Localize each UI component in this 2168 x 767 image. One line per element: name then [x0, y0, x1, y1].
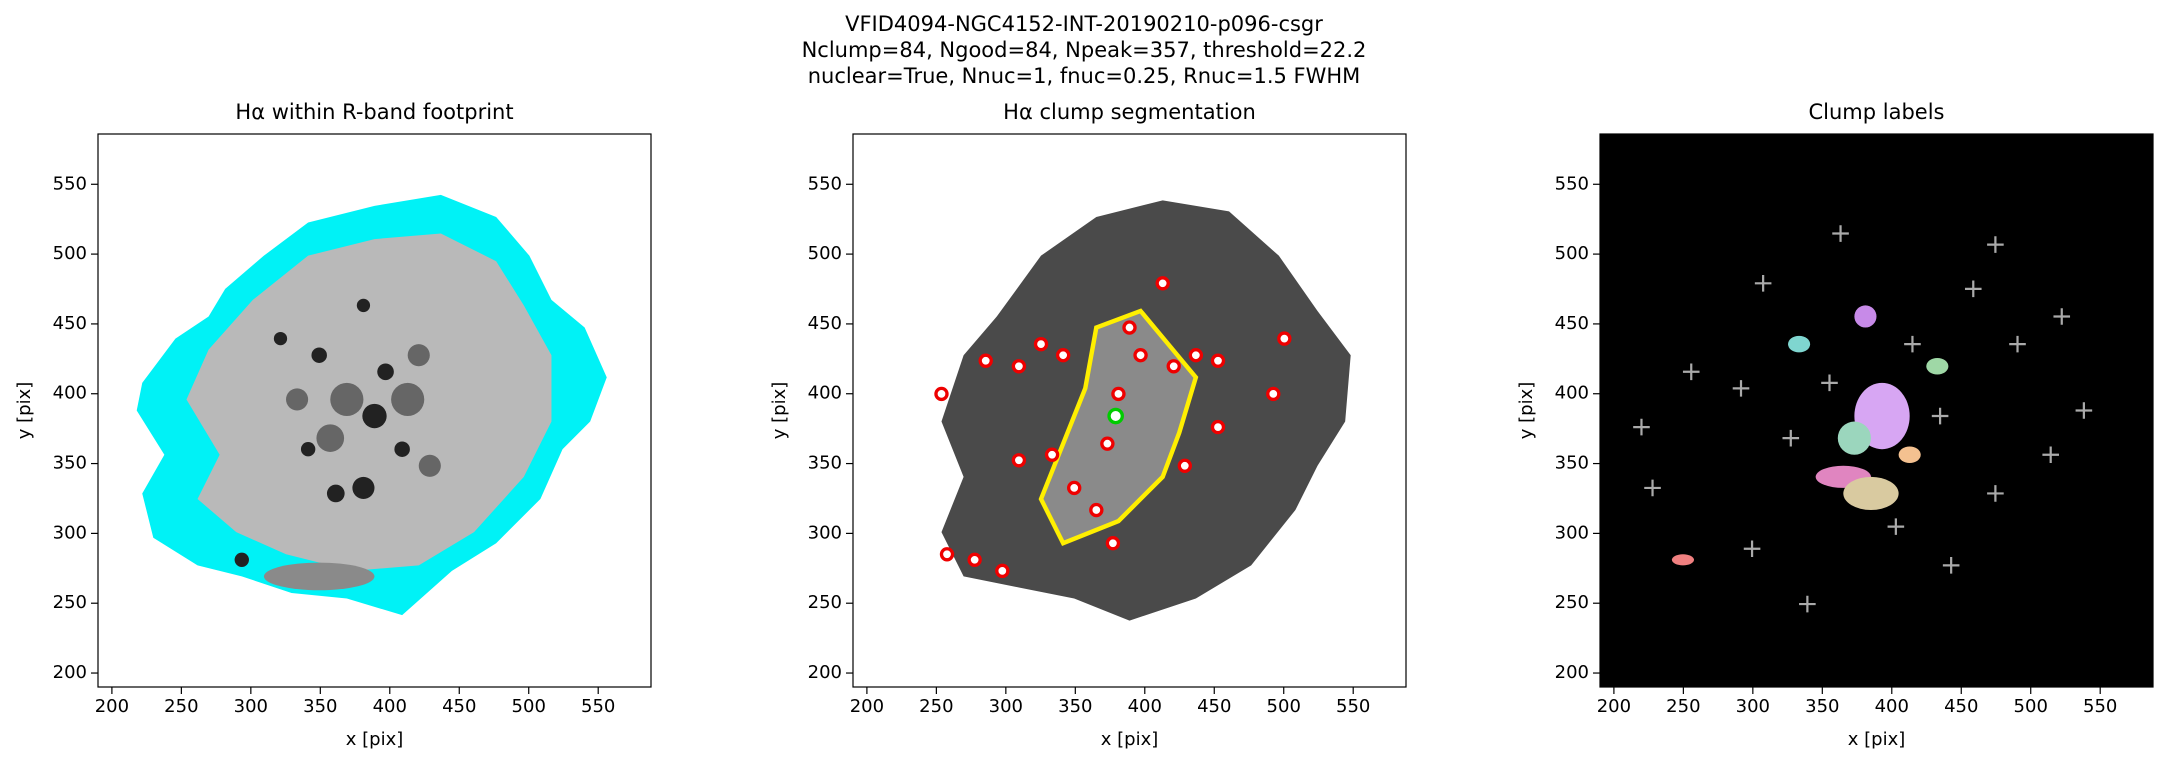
- image: [1600, 134, 2153, 687]
- y-label: y [pix]: [14, 382, 35, 440]
- y-tick-label: 250: [1555, 592, 1589, 613]
- x-tick-label: 550: [2083, 696, 2117, 717]
- x-tick-label: 400: [1875, 696, 1909, 717]
- y-tick-label: 200: [53, 662, 87, 683]
- x-tick-label: 250: [919, 696, 953, 717]
- x-tick-label: 450: [442, 696, 476, 717]
- suptitle-line: VFID4094-NGC4152-INT-20190210-p096-csgr: [845, 12, 1323, 36]
- y-tick-label: 500: [1555, 243, 1589, 264]
- x-tick-label: 300: [989, 696, 1023, 717]
- axes-title: Hα within R-band footprint: [235, 100, 513, 124]
- x-tick-label: 350: [1058, 696, 1092, 717]
- y-label: y [pix]: [769, 382, 790, 440]
- y-tick-label: 450: [1555, 313, 1589, 334]
- x-tick-label: 200: [1597, 696, 1631, 717]
- y-tick-label: 300: [1555, 522, 1589, 543]
- axes-frame: [852, 133, 1407, 688]
- x-tick-label: 350: [303, 696, 337, 717]
- y-label: y [pix]: [1516, 382, 1537, 440]
- x-tick-label: 450: [1197, 696, 1231, 717]
- y-tick-label: 300: [808, 522, 842, 543]
- y-tick-label: 400: [1555, 383, 1589, 404]
- x-tick-label: 500: [512, 696, 546, 717]
- y-tick-label: 300: [53, 522, 87, 543]
- x-label: x [pix]: [1848, 729, 1906, 750]
- x-tick-label: 300: [234, 696, 268, 717]
- x-tick-label: 400: [1128, 696, 1162, 717]
- x-tick-label: 250: [164, 696, 198, 717]
- y-tick-label: 350: [53, 453, 87, 474]
- y-tick-label: 500: [53, 243, 87, 264]
- y-tick-label: 500: [808, 243, 842, 264]
- x-tick-label: 400: [373, 696, 407, 717]
- x-tick-label: 500: [1267, 696, 1301, 717]
- y-tick-label: 250: [808, 592, 842, 613]
- image: [98, 134, 651, 687]
- y-tick-label: 450: [808, 313, 842, 334]
- y-tick-label: 550: [808, 173, 842, 194]
- x-tick-label: 500: [2014, 696, 2048, 717]
- y-tick-label: 400: [53, 383, 87, 404]
- axes-frame: [97, 133, 652, 688]
- y-tick-label: 350: [1555, 453, 1589, 474]
- suptitle-line: nuclear=True, Nnuc=1, fnuc=0.25, Rnuc=1.…: [808, 64, 1361, 88]
- x-label: x [pix]: [1101, 729, 1159, 750]
- axes-frame: [1599, 133, 2154, 688]
- x-tick-label: 450: [1944, 696, 1978, 717]
- x-label: x [pix]: [346, 729, 404, 750]
- x-tick-label: 550: [581, 696, 615, 717]
- axes-title: Clump labels: [1809, 100, 1945, 124]
- x-tick-label: 250: [1666, 696, 1700, 717]
- x-tick-label: 200: [95, 696, 129, 717]
- y-tick-label: 350: [808, 453, 842, 474]
- image: [853, 134, 1406, 687]
- x-tick-label: 350: [1805, 696, 1839, 717]
- y-tick-label: 550: [53, 173, 87, 194]
- axes-title: Hα clump segmentation: [1003, 100, 1256, 124]
- y-tick-label: 200: [808, 662, 842, 683]
- x-tick-label: 200: [850, 696, 884, 717]
- y-tick-label: 550: [1555, 173, 1589, 194]
- y-tick-label: 450: [53, 313, 87, 334]
- y-tick-label: 400: [808, 383, 842, 404]
- x-tick-label: 300: [1736, 696, 1770, 717]
- suptitle-line: Nclump=84, Ngood=84, Npeak=357, threshol…: [802, 38, 1367, 62]
- x-tick-label: 550: [1336, 696, 1370, 717]
- y-tick-label: 200: [1555, 662, 1589, 683]
- y-tick-label: 250: [53, 592, 87, 613]
